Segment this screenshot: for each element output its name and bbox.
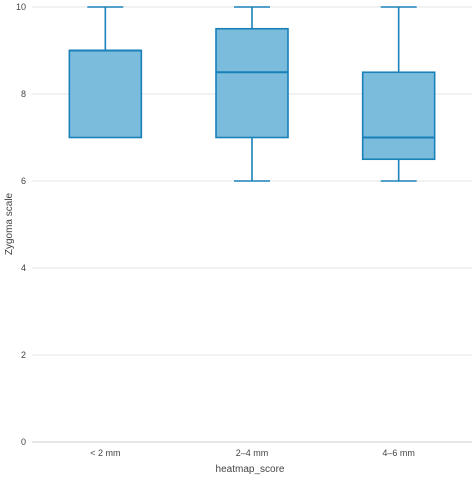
box-group xyxy=(68,6,143,139)
y-tick-label: 10 xyxy=(16,2,26,12)
box-iqr xyxy=(215,27,289,139)
x-tick-label: 2–4 mm xyxy=(236,448,269,458)
x-axis-title: heatmap_score xyxy=(216,464,285,475)
y-tick-label: 2 xyxy=(21,350,26,360)
box-group xyxy=(361,6,436,182)
y-tick-label: 6 xyxy=(21,176,26,186)
box-group xyxy=(215,6,289,182)
box-iqr xyxy=(68,49,143,139)
y-tick-label: 4 xyxy=(21,263,26,273)
y-tick-label: 8 xyxy=(21,89,26,99)
x-tick-label: 4–6 mm xyxy=(382,448,415,458)
y-axis-title: Zygoma scale xyxy=(4,192,15,255)
axes: 0 2 4 6 8 10 < 2 mm 2–4 mm 4–6 mm xyxy=(16,2,472,458)
x-tick-label: < 2 mm xyxy=(90,448,120,458)
y-tick-label: 0 xyxy=(21,437,26,447)
boxes xyxy=(68,6,436,182)
box-iqr xyxy=(361,71,436,161)
